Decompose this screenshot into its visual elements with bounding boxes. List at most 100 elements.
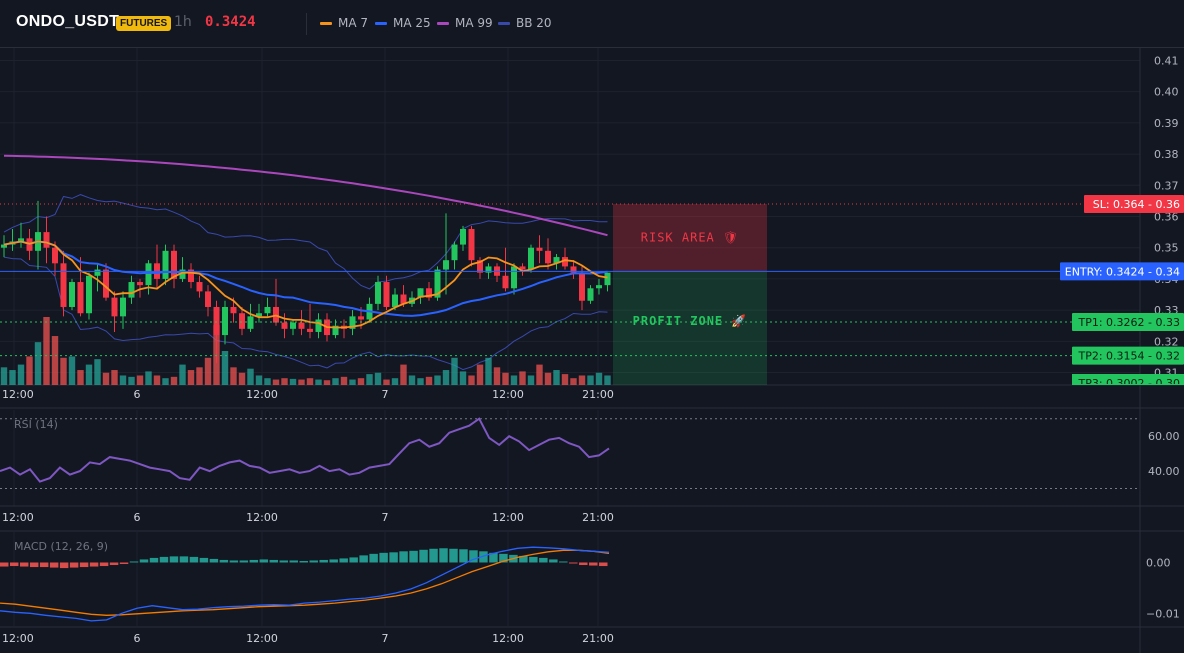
sl-tag: SL: 0.364 - 0.36: [1093, 198, 1180, 211]
tp2-tag-bg: [1072, 346, 1184, 365]
volume-bar: [578, 375, 586, 385]
macd-hist-bar: [49, 562, 59, 568]
volume-bar: [179, 364, 186, 385]
macd-hist-bar: [109, 562, 119, 566]
macd-hist-bar: [229, 560, 239, 563]
volume-bar: [323, 380, 331, 385]
volume-bar: [145, 371, 152, 385]
candle-body: [307, 328, 313, 332]
ma7-path: [3, 240, 608, 329]
volume-bar: [196, 367, 203, 385]
price-tick-label: 0.36: [1154, 211, 1179, 224]
volume-bar: [485, 357, 492, 385]
macd-hist-bar: [429, 548, 438, 563]
candle-body: [196, 282, 203, 292]
macd-hist-bar: [309, 560, 318, 563]
volume-bar: [425, 376, 433, 385]
ma25-path: [3, 240, 608, 317]
time-label: 12:00: [492, 511, 524, 524]
volume-bar: [366, 374, 373, 385]
macd-hist-bar: [589, 562, 598, 566]
rsi-title[interactable]: RSI (14): [14, 418, 58, 431]
candle-body: [43, 232, 50, 248]
candle-body: [460, 228, 466, 245]
volume-bar: [400, 364, 407, 385]
candle-body: [485, 266, 492, 273]
legend-ma25[interactable]: MA 25: [375, 16, 431, 30]
volume-bar: [238, 372, 246, 385]
timeframe-selector[interactable]: 1h: [174, 14, 192, 30]
bb-upper-path: [3, 194, 608, 290]
volume-bar: [383, 379, 390, 385]
volume-bar: [60, 357, 67, 385]
volume-bar: [34, 342, 42, 385]
bb-lower-path: [3, 256, 608, 371]
volume-bar: [315, 379, 322, 385]
volume-bar: [264, 378, 271, 385]
time-axis[interactable]: 12:00 6 12:00 7 12:00 21:00 12:00 6 12:00 7 12:00 2…: [2, 388, 614, 645]
candle-body: [290, 322, 296, 329]
symbol-name[interactable]: ONDO_USDT: [16, 13, 120, 30]
candle-body: [281, 322, 288, 329]
candle-body: [451, 244, 458, 261]
tp1-tag-bg: [1072, 312, 1184, 331]
volume-bar: [281, 378, 288, 385]
macd-line-path: [0, 546, 610, 622]
candle-body: [239, 313, 245, 329]
macd-title[interactable]: MACD (12, 26, 9): [14, 540, 109, 553]
legend-ma7[interactable]: MA 7: [320, 16, 368, 30]
sl-tag-bg: [1084, 195, 1184, 214]
candle-body: [188, 269, 194, 283]
chart-header: ONDO_USDT FUTURES 1h 0.3424 MA 7 MA 25 M…: [0, 0, 1184, 48]
macd-hist-bar: [359, 555, 368, 563]
macd-pane: 0.00 −0.01: [0, 546, 1180, 622]
time-label: 6: [134, 388, 141, 401]
candle-body: [264, 306, 271, 314]
time-label: 21:00: [582, 632, 614, 645]
legend-bb20[interactable]: BB 20: [498, 16, 552, 30]
macd-hist-bar: [179, 556, 189, 563]
macd-signal-path: [0, 549, 610, 616]
volume-bar: [247, 368, 254, 385]
macd-hist-bar: [339, 558, 348, 563]
time-label: 21:00: [582, 511, 614, 524]
macd-hist-bar: [99, 562, 109, 567]
macd-hist-bar: [129, 561, 139, 563]
price-tick-label: 0.41: [1154, 54, 1179, 67]
macd-hist-bar: [39, 562, 49, 568]
macd-hist-bar: [69, 562, 79, 568]
candle-body: [579, 272, 585, 301]
volume-bar: [519, 371, 526, 385]
rsi-tick-label: 40.00: [1148, 465, 1180, 478]
candle-body: [587, 288, 594, 301]
macd-hist-bar: [599, 562, 608, 567]
macd-tick-label: −0.01: [1146, 607, 1180, 620]
tp3-tag-bg: [1072, 374, 1184, 385]
macd-hist-bar: [139, 559, 149, 563]
entry-tag-bg: [1060, 262, 1184, 281]
volume-bar: [94, 359, 101, 385]
volume-bar: [26, 356, 33, 385]
volume-bar: [493, 367, 501, 385]
legend-ma99[interactable]: MA 99: [437, 16, 493, 30]
legend-ma25-label: MA 25: [393, 16, 431, 30]
candle-body: [120, 297, 126, 317]
candle-body: [426, 288, 432, 298]
risk-area-label: RISK AREA 🛡: [641, 231, 739, 245]
volume-bar: [502, 372, 509, 385]
candle-body: [86, 275, 92, 314]
volume-bars: [0, 317, 611, 385]
candle-body: [570, 266, 577, 273]
candle-body: [247, 316, 254, 329]
candle-body: [18, 238, 24, 242]
candle-body: [400, 294, 407, 304]
macd-hist-bar: [159, 556, 169, 563]
candle-body: [128, 282, 135, 298]
tp3-tag: TP3: 0.3002 - 0.30: [1078, 377, 1181, 390]
candle-body: [103, 269, 109, 298]
time-label: 12:00: [246, 388, 278, 401]
candle-body: [383, 282, 390, 307]
volume-bar: [204, 357, 212, 385]
candle-body: [315, 319, 322, 332]
